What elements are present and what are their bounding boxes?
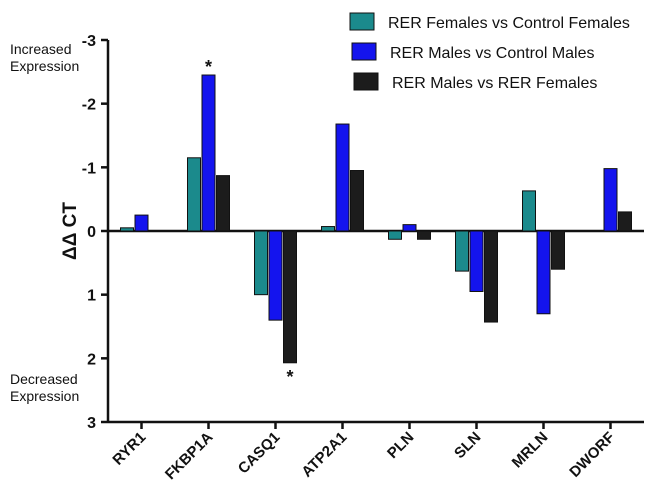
x-tick-label: PLN [384,429,417,462]
bar [134,214,149,232]
bar [402,224,417,232]
y-tick-label: -2 [82,97,96,114]
x-tick-label: CASQ1 [235,429,284,478]
x-tick-label: MRLN [509,429,552,472]
bar [120,227,134,232]
bar [283,230,297,364]
y-tick-label: 3 [87,415,96,432]
bar [417,230,431,240]
bar [335,123,350,232]
bar [522,190,536,232]
bar [216,175,230,232]
legend-label: RER Males vs Control Males [390,45,595,62]
bar [484,230,498,323]
y-tick-label: -3 [82,33,96,50]
y-tick-label: -1 [82,160,96,177]
y-tick-label: 0 [87,224,96,241]
x-tick-label: FKBP1A [162,429,217,484]
significance-mark: * [205,57,212,77]
bar [551,230,565,270]
x-tick-label: SLN [451,429,484,462]
bar [268,230,283,321]
axis-note: Increased [10,41,71,57]
x-tick-label: RYR1 [109,429,149,469]
x-tick-label: DWORF [566,429,618,481]
axis-note: Decreased [10,371,78,387]
x-tick-label: ATP2A1 [298,429,350,481]
bar [603,168,618,232]
bar [254,230,268,296]
y-axis-title: ΔΔ CT [60,202,81,260]
legend-swatch [349,12,375,31]
bar [350,170,364,232]
bar [536,230,551,315]
significance-mark: * [286,367,293,387]
bar [201,74,216,232]
legend-label: RER Females vs Control Females [388,15,630,32]
bar [469,230,484,292]
bar [321,226,335,232]
legend-swatch [353,72,379,91]
legend-swatch [351,42,377,61]
axis-note: Expression [10,58,79,74]
bar [455,230,469,272]
axis-note: Expression [10,388,79,404]
bar [187,157,201,232]
bar [618,211,632,232]
bar [388,230,402,240]
y-tick-label: 1 [87,288,96,305]
y-tick-label: 2 [87,351,96,368]
legend-label: RER Males vs RER Females [392,75,597,92]
